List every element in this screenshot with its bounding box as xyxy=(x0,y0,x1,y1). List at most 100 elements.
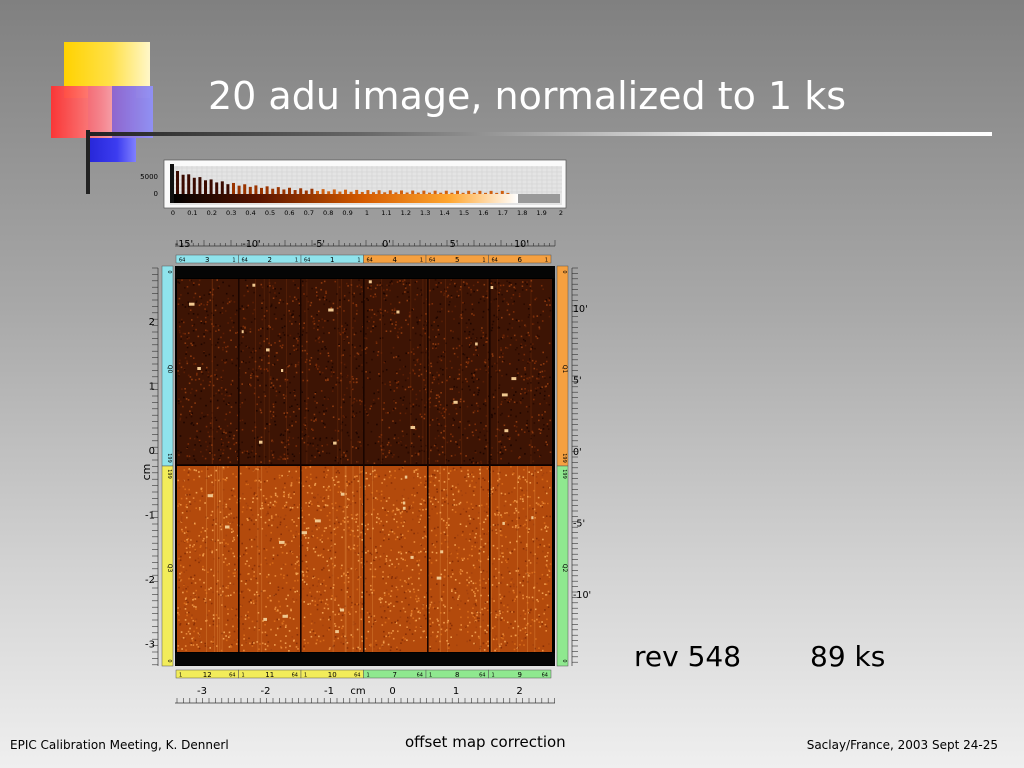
histogram-bar xyxy=(271,188,275,194)
histogram-bar xyxy=(422,190,426,194)
ccd-edge-label: 64 xyxy=(542,673,548,679)
left-axis-label: cm xyxy=(140,464,153,481)
histogram-bar xyxy=(372,192,375,194)
footer-left: EPIC Calibration Meeting, K. Dennerl xyxy=(10,738,229,752)
bottom-cm-tick: 1 xyxy=(453,686,459,697)
histogram-bar xyxy=(332,189,336,194)
histogram-x-tick: 2 xyxy=(559,209,563,217)
histogram-bar xyxy=(265,186,269,194)
ccd-segment xyxy=(488,254,552,264)
histogram-bar xyxy=(176,171,179,194)
histogram-bar xyxy=(181,174,185,194)
histogram-x-tick: 0.4 xyxy=(245,209,255,217)
histogram-bar xyxy=(260,187,263,194)
histogram-bar xyxy=(316,190,319,194)
offset-map-figure: 5000 0 0 0.1 0.2 0.3 0.4 0.5 0.6 0.7 0.8 0.9 1 1.1 1… xyxy=(140,159,591,704)
title-underline xyxy=(90,132,992,136)
histogram-bar xyxy=(344,189,347,194)
histogram-bar xyxy=(444,190,448,194)
histogram-bar xyxy=(282,189,286,194)
footer-right: Saclay/France, 2003 Sept 24-25 xyxy=(806,738,998,752)
right-angle-tick: 10' xyxy=(573,304,588,315)
ccd-edge-label: 1 xyxy=(295,258,298,264)
ccd-edge-label: 64 xyxy=(429,258,435,264)
histogram-bar xyxy=(304,190,308,194)
edge-label: 199 xyxy=(166,453,172,463)
ccd-edge-label: 1 xyxy=(242,673,245,679)
right-angle-tick: 5' xyxy=(573,376,582,387)
histogram-bar xyxy=(394,192,398,194)
histogram-x-tick: 1.7 xyxy=(498,209,508,217)
edge-label: 0 xyxy=(561,270,567,273)
histogram-bar xyxy=(428,192,431,194)
histogram-bar xyxy=(489,190,493,194)
histogram-bar xyxy=(226,184,230,194)
histogram-bar xyxy=(467,190,471,194)
ccd-edge-label: 64 xyxy=(242,258,248,264)
histogram-x-tick: 1.3 xyxy=(420,209,430,217)
histogram-x-tick: 0.1 xyxy=(187,209,197,217)
right-quadrant-strips: Q1 Q2 0 199 199 0 xyxy=(556,265,569,667)
left-quadrant-strips: Q0 Q3 0 199 199 0 xyxy=(161,265,174,667)
histogram-x-tick: 0.9 xyxy=(342,209,352,217)
edge-label: 199 xyxy=(561,453,567,463)
bottom-cm-tick: -1 xyxy=(324,686,334,697)
slide-decoration xyxy=(51,42,153,162)
bottom-cm-tick: -2 xyxy=(261,686,271,697)
ccd-number: 3 xyxy=(205,256,209,264)
bottom-ccd-strip: 1 12 64 1 11 64 1 10 64 1 7 64 1 8 64 1 9 64 xyxy=(175,669,552,679)
ccd-edge-label: 64 xyxy=(179,258,185,264)
histogram-bar xyxy=(461,192,465,194)
top-angle-tick: -5' xyxy=(313,239,325,250)
ccd-segment xyxy=(488,669,552,679)
histogram-x-tick: 1.5 xyxy=(459,209,469,217)
histogram-bar xyxy=(327,191,331,194)
ccd-edge-label: 1 xyxy=(179,673,182,679)
ccd-edge-label: 1 xyxy=(429,673,432,679)
histogram-x-tick: 1.6 xyxy=(478,209,488,217)
quadrant-label: Q0 xyxy=(166,365,173,374)
histogram-bar xyxy=(276,187,280,194)
histogram-y-tick: 0 xyxy=(154,190,158,198)
histogram-x-tick: 1.9 xyxy=(536,209,546,217)
histogram-bar xyxy=(377,190,381,194)
histogram-bar xyxy=(192,177,196,194)
histogram-x-tick: 0.5 xyxy=(265,209,275,217)
histogram-bar xyxy=(484,192,487,194)
left-cm-tick: -2 xyxy=(145,575,155,586)
histogram-bar xyxy=(338,191,342,194)
title-vertical-bar xyxy=(86,130,90,194)
histogram-x-tick: 1 xyxy=(365,209,369,217)
ccd-edge-label: 1 xyxy=(545,258,548,264)
ccd-edge-label: 1 xyxy=(482,258,485,264)
edge-label: 0 xyxy=(166,270,172,273)
ccd-edge-label: 64 xyxy=(367,258,373,264)
histogram-bar xyxy=(209,179,213,194)
ccd-edge-label: 64 xyxy=(304,258,310,264)
right-angle-tick: -10' xyxy=(573,590,591,601)
histogram-bar xyxy=(355,189,359,194)
right-angle-tick: -5' xyxy=(573,519,585,530)
quadrant-label: Q2 xyxy=(561,564,568,573)
histogram-bar xyxy=(288,187,291,194)
ccd-number: 7 xyxy=(393,671,397,679)
histogram-bar xyxy=(388,190,392,194)
ccd-edge-label: 1 xyxy=(304,673,307,679)
histogram-x-tick: 1.1 xyxy=(381,209,391,217)
ccd-number: 11 xyxy=(265,671,274,679)
histogram-bar xyxy=(366,190,370,194)
detector-image xyxy=(175,266,555,666)
histogram: 5000 0 0 0.1 0.2 0.3 0.4 0.5 0.6 0.7 0.8 0.9 1 1.1 1… xyxy=(140,159,567,217)
histogram-bar xyxy=(439,192,443,194)
ccd-number: 8 xyxy=(455,671,459,679)
blue-square-front xyxy=(112,86,153,138)
histogram-x-tick: 0.7 xyxy=(304,209,314,217)
histogram-bar xyxy=(232,182,235,194)
top-angle-tick: 0' xyxy=(382,239,391,250)
bottom-axis-label: cm xyxy=(350,686,365,697)
ccd-number: 1 xyxy=(330,256,334,264)
histogram-bar xyxy=(500,190,504,194)
histogram-bar xyxy=(383,192,387,194)
bottom-cm-tick: 0 xyxy=(389,686,395,697)
slide-title: 20 adu image, normalized to 1 ks xyxy=(208,74,847,118)
